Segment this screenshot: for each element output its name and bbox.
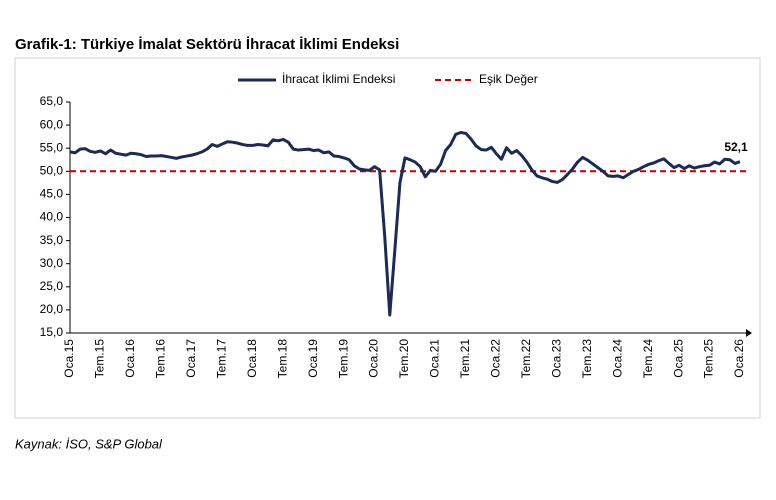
y-tick-label: 15,0 [40, 325, 64, 339]
x-tick-label: Tem.25 [702, 339, 716, 379]
x-tick-label: Oca.19 [306, 339, 320, 378]
x-tick-label: Tem.20 [397, 339, 411, 379]
y-tick-label: 20,0 [40, 302, 64, 316]
x-tick-label: Tem.24 [641, 339, 655, 379]
x-tick-label: Oca.18 [245, 339, 259, 378]
x-tick-label: Tem.16 [154, 339, 168, 379]
x-axis-arrow [746, 329, 752, 337]
y-tick-label: 30,0 [40, 256, 64, 270]
x-tick-label: Oca.24 [610, 339, 624, 378]
x-tick-label: Oca.22 [489, 339, 503, 378]
chart-title: Grafik-1: Türkiye İmalat Sektörü İhracat… [15, 36, 399, 53]
source: Kaynak: İSO, S&P Global [15, 436, 163, 451]
y-tick-label: 40,0 [40, 210, 64, 224]
x-tick-label: Tem.19 [336, 339, 350, 379]
y-tick-label: 60,0 [40, 117, 64, 131]
x-tick-label: Tem.22 [519, 339, 533, 379]
x-tick-label: Oca.21 [428, 339, 442, 378]
chart-frame [14, 57, 761, 419]
x-tick-label: Tem.18 [275, 339, 289, 379]
x-tick-label: Tem.23 [580, 339, 594, 379]
y-tick-label: 25,0 [40, 279, 64, 293]
series-line [69, 130, 741, 317]
x-tick-label: Oca.26 [732, 339, 746, 378]
x-tick-label: Oca.23 [549, 339, 563, 378]
y-tick-label: 45,0 [40, 187, 64, 201]
legend-label: Eşik Değer [479, 72, 538, 86]
x-tick-label: Oca.16 [123, 339, 137, 378]
x-tick-label: Oca.25 [671, 339, 685, 378]
y-tick-label: 65,0 [40, 94, 64, 108]
x-tick-label: Oca.20 [367, 339, 381, 378]
y-tick-label: 35,0 [40, 233, 64, 247]
data-label: 52,1 [724, 140, 748, 154]
x-tick-label: Oca.17 [184, 339, 198, 378]
y-tick-label: 50,0 [40, 163, 64, 177]
legend-label: İhracat İklimi Endeksi [282, 72, 395, 86]
x-tick-label: Tem.15 [93, 339, 107, 379]
x-tick-label: Tem.21 [458, 339, 472, 379]
y-tick-label: 55,0 [40, 140, 64, 154]
x-tick-label: Oca.15 [62, 339, 76, 378]
x-tick-label: Tem.17 [214, 339, 228, 379]
